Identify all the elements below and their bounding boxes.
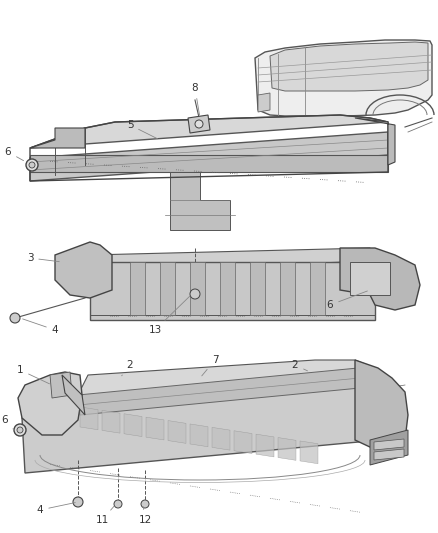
Polygon shape: [18, 372, 82, 435]
Polygon shape: [124, 414, 142, 437]
Polygon shape: [220, 262, 235, 315]
Text: 13: 13: [148, 296, 190, 335]
Polygon shape: [170, 172, 230, 230]
Polygon shape: [90, 248, 375, 272]
Text: 5: 5: [127, 120, 158, 139]
Text: 7: 7: [202, 355, 218, 376]
Polygon shape: [250, 262, 265, 315]
Text: 12: 12: [138, 507, 152, 525]
Polygon shape: [30, 132, 388, 181]
Text: 6: 6: [327, 291, 367, 310]
Polygon shape: [62, 375, 85, 415]
Polygon shape: [300, 441, 318, 464]
Polygon shape: [278, 438, 296, 461]
Circle shape: [195, 120, 203, 128]
Polygon shape: [160, 262, 175, 315]
Polygon shape: [30, 155, 388, 172]
Text: 3: 3: [27, 253, 59, 263]
Polygon shape: [146, 417, 164, 440]
Polygon shape: [212, 427, 230, 450]
Polygon shape: [270, 42, 428, 91]
Polygon shape: [310, 262, 325, 315]
Circle shape: [14, 424, 26, 436]
Polygon shape: [355, 118, 395, 165]
Text: 6: 6: [5, 147, 24, 160]
Polygon shape: [340, 248, 420, 310]
Polygon shape: [374, 439, 404, 450]
Polygon shape: [22, 385, 380, 473]
Text: 2: 2: [292, 360, 307, 371]
Polygon shape: [90, 262, 375, 320]
Polygon shape: [50, 372, 72, 398]
Polygon shape: [255, 40, 432, 116]
Circle shape: [114, 500, 122, 508]
Circle shape: [190, 289, 200, 299]
Polygon shape: [78, 368, 360, 415]
Circle shape: [10, 313, 20, 323]
Polygon shape: [280, 262, 295, 315]
Polygon shape: [190, 262, 205, 315]
Text: 11: 11: [95, 506, 114, 525]
Circle shape: [26, 159, 38, 171]
Polygon shape: [30, 128, 85, 148]
Polygon shape: [355, 360, 408, 450]
Polygon shape: [234, 431, 252, 454]
Polygon shape: [256, 434, 274, 457]
Polygon shape: [370, 430, 408, 465]
Polygon shape: [102, 410, 120, 433]
Polygon shape: [78, 360, 378, 412]
Text: 4: 4: [37, 503, 75, 515]
Text: 1: 1: [17, 365, 49, 384]
Polygon shape: [55, 242, 112, 298]
Polygon shape: [190, 424, 208, 447]
Circle shape: [17, 427, 23, 433]
Polygon shape: [258, 93, 270, 112]
Circle shape: [73, 497, 83, 507]
Text: 6: 6: [2, 415, 14, 430]
Text: 2: 2: [122, 360, 133, 376]
Polygon shape: [130, 262, 145, 315]
Circle shape: [141, 500, 149, 508]
Polygon shape: [350, 262, 390, 295]
Polygon shape: [80, 407, 98, 430]
Polygon shape: [168, 421, 186, 443]
Text: 4: 4: [23, 319, 58, 335]
Polygon shape: [374, 449, 404, 460]
Polygon shape: [30, 115, 388, 148]
Circle shape: [29, 162, 35, 168]
Text: 8: 8: [192, 83, 200, 115]
Polygon shape: [188, 115, 210, 133]
